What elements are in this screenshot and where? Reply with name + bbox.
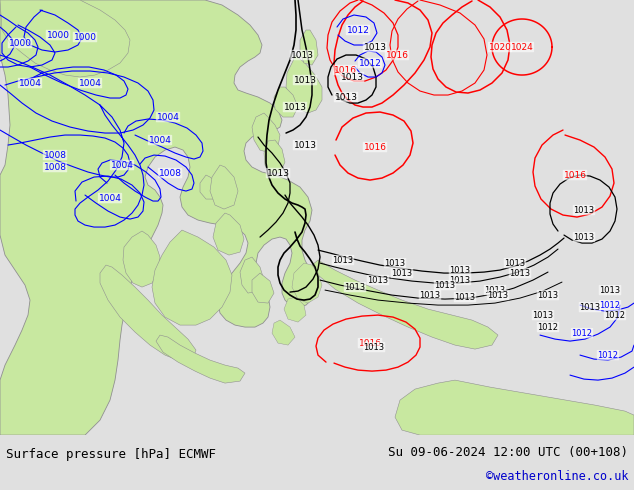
- Polygon shape: [272, 320, 295, 345]
- Text: 1013: 1013: [579, 303, 600, 312]
- Text: 1012: 1012: [359, 58, 382, 68]
- Text: 1020: 1020: [489, 43, 512, 51]
- Text: 1013: 1013: [294, 141, 316, 149]
- Text: 1016: 1016: [363, 143, 387, 151]
- Text: 1016: 1016: [333, 66, 356, 74]
- Polygon shape: [210, 165, 238, 209]
- Text: 1012: 1012: [571, 329, 593, 338]
- Text: 1016: 1016: [358, 339, 382, 347]
- Polygon shape: [100, 265, 196, 361]
- Text: 1013: 1013: [363, 343, 385, 352]
- Text: 1013: 1013: [573, 233, 595, 242]
- Polygon shape: [240, 257, 264, 293]
- Text: 1000: 1000: [8, 39, 32, 48]
- Text: 1008: 1008: [158, 169, 181, 177]
- Text: 1013: 1013: [335, 93, 358, 101]
- Text: 1013: 1013: [484, 286, 505, 294]
- Text: 1013: 1013: [363, 43, 387, 51]
- Text: 1013: 1013: [434, 281, 456, 290]
- Text: 1013: 1013: [450, 266, 470, 274]
- Text: 1004: 1004: [148, 136, 171, 145]
- Text: 1004: 1004: [79, 78, 101, 88]
- Polygon shape: [156, 335, 245, 383]
- Text: 1013: 1013: [391, 269, 413, 277]
- Polygon shape: [0, 0, 315, 435]
- Text: 1008: 1008: [44, 163, 67, 172]
- Text: 1013: 1013: [510, 269, 531, 277]
- Polygon shape: [284, 297, 306, 322]
- Text: 1012: 1012: [600, 300, 621, 310]
- Polygon shape: [200, 175, 220, 199]
- Text: ©weatheronline.co.uk: ©weatheronline.co.uk: [486, 469, 628, 483]
- Polygon shape: [395, 380, 634, 435]
- Text: 1008: 1008: [44, 150, 67, 160]
- Text: 1012: 1012: [597, 351, 619, 360]
- Text: 1013: 1013: [340, 73, 363, 81]
- Text: 1013: 1013: [384, 259, 406, 268]
- Polygon shape: [274, 87, 298, 117]
- Text: Su 09-06-2024 12:00 UTC (00+108): Su 09-06-2024 12:00 UTC (00+108): [388, 445, 628, 459]
- Polygon shape: [252, 113, 280, 153]
- Text: 1013: 1013: [283, 102, 306, 112]
- Text: Surface pressure [hPa] ECMWF: Surface pressure [hPa] ECMWF: [6, 447, 216, 461]
- Text: 1012: 1012: [604, 311, 626, 319]
- Text: 1013: 1013: [505, 259, 526, 268]
- Text: 1013: 1013: [332, 256, 354, 265]
- Text: 1000: 1000: [74, 32, 96, 42]
- Text: 1004: 1004: [157, 113, 179, 122]
- Polygon shape: [152, 230, 232, 325]
- Text: 1013: 1013: [290, 50, 313, 59]
- Text: 1013: 1013: [599, 286, 621, 294]
- Text: 1013: 1013: [573, 206, 595, 215]
- Text: 1004: 1004: [18, 78, 41, 88]
- Text: 1013: 1013: [450, 275, 470, 285]
- Text: 1013: 1013: [368, 275, 389, 285]
- Polygon shape: [264, 140, 285, 173]
- Polygon shape: [123, 231, 160, 287]
- Polygon shape: [0, 0, 130, 77]
- Polygon shape: [292, 263, 322, 303]
- Text: 1004: 1004: [110, 161, 133, 170]
- Text: 1012: 1012: [347, 25, 370, 34]
- Text: 1000: 1000: [46, 30, 70, 40]
- Text: 1016: 1016: [564, 171, 586, 179]
- Polygon shape: [213, 213, 244, 255]
- Polygon shape: [300, 30, 318, 65]
- Text: 1013: 1013: [266, 169, 290, 177]
- Text: 1013: 1013: [455, 293, 476, 301]
- Text: 1013: 1013: [488, 291, 508, 299]
- Text: 1013: 1013: [420, 291, 441, 299]
- Text: 1013: 1013: [344, 283, 366, 292]
- Text: 1024: 1024: [510, 43, 533, 51]
- Text: 1013: 1013: [538, 291, 559, 299]
- Polygon shape: [252, 273, 274, 303]
- Polygon shape: [312, 260, 498, 349]
- Polygon shape: [286, 55, 322, 113]
- Text: 1004: 1004: [98, 194, 122, 202]
- Text: 1013: 1013: [533, 311, 553, 319]
- Text: 1012: 1012: [538, 322, 559, 332]
- Text: 1013: 1013: [294, 75, 316, 84]
- Text: 1016: 1016: [385, 50, 408, 59]
